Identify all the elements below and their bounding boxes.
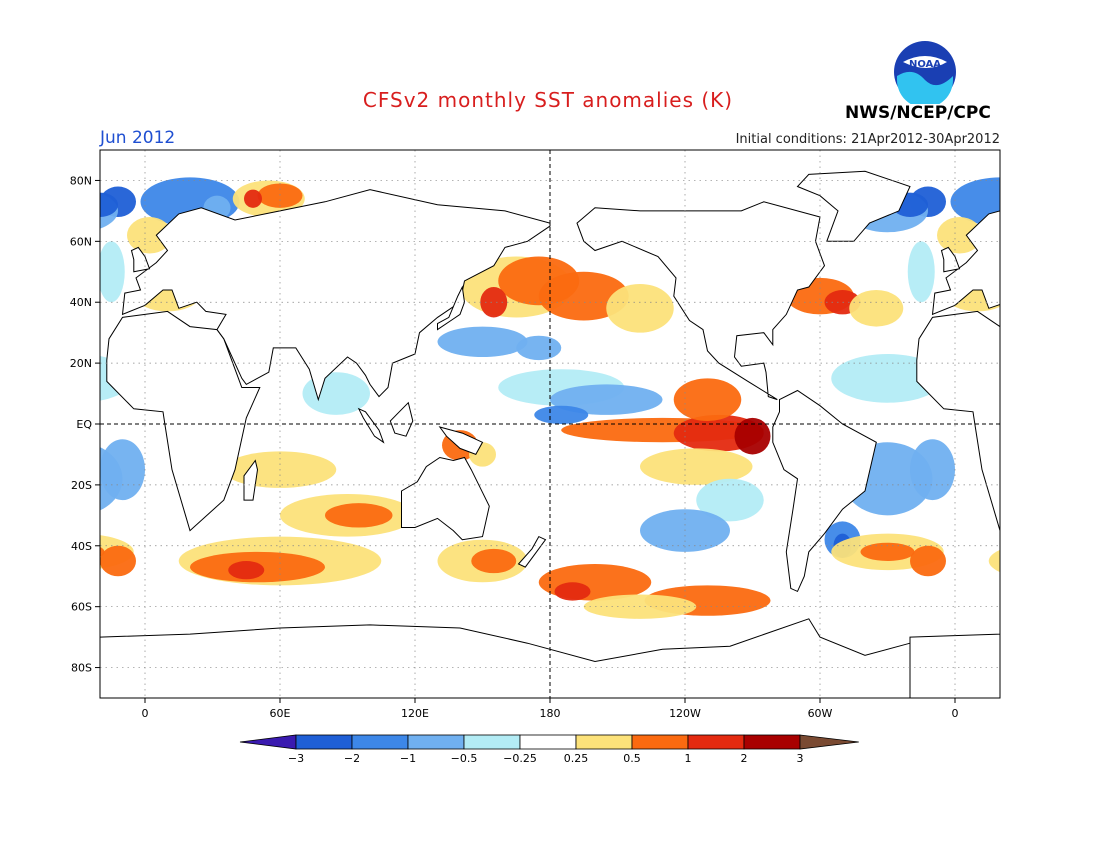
landmass-japan xyxy=(437,285,466,331)
anomaly-patch xyxy=(734,417,771,455)
landmass-eurasia xyxy=(121,189,551,402)
lon-label: 180 xyxy=(540,707,561,720)
lat-label: 80S xyxy=(71,662,92,675)
lat-label: 20S xyxy=(71,479,92,492)
anomaly-patch xyxy=(100,241,125,303)
forecast-month: Jun 2012 xyxy=(100,128,176,148)
lat-label: 60S xyxy=(71,601,92,614)
anomaly-patch xyxy=(100,439,145,501)
colorbar-label: 0.25 xyxy=(564,752,589,765)
landmass-eurasia xyxy=(931,210,1000,316)
landmass-sumatra xyxy=(357,407,385,444)
anomaly-patch xyxy=(554,582,591,601)
colorbar-segment xyxy=(575,734,633,750)
anomaly-patch xyxy=(127,216,172,254)
noaa-logo-icon: NOAA xyxy=(894,41,956,104)
initial-conditions: Initial conditions: 21Apr2012-30Apr2012 xyxy=(735,132,1000,147)
anomaly-patch xyxy=(937,216,982,254)
colorbar-segment xyxy=(407,734,465,750)
anomaly-patch xyxy=(325,503,393,528)
land-layer xyxy=(100,170,1068,698)
colorbar-segment xyxy=(295,734,353,750)
logo-text: NOAA xyxy=(909,59,941,70)
anomaly-patch xyxy=(831,353,944,403)
anomaly-patch xyxy=(534,405,589,424)
colorbar-segment xyxy=(743,734,801,750)
anomaly-patch xyxy=(257,183,303,208)
lon-label: 60W xyxy=(808,707,833,720)
landmass-africa xyxy=(106,310,261,532)
lon-label: 120E xyxy=(401,707,429,720)
anomaly-patch xyxy=(988,549,1000,573)
colorbar-segment xyxy=(519,734,577,750)
colorbar-label: −2 xyxy=(344,752,360,765)
landmass-south-america xyxy=(772,389,877,593)
landmass-new-guinea xyxy=(438,426,484,456)
landmass-borneo xyxy=(389,401,414,437)
colorbar-segment xyxy=(351,734,409,750)
anomaly-patch xyxy=(480,287,508,318)
anomaly-patch xyxy=(910,439,955,501)
anomaly-patch xyxy=(950,177,1000,227)
anomaly-patch xyxy=(606,283,674,333)
lon-label: 60E xyxy=(270,707,291,720)
lat-label: 60N xyxy=(70,235,92,248)
landmass-madagascar xyxy=(1054,461,1068,501)
lon-label: 0 xyxy=(142,707,149,720)
colorbar-label: −0.25 xyxy=(503,752,537,765)
colorbar-segment xyxy=(463,734,521,750)
anomaly-patch xyxy=(696,478,764,522)
landmass-greenland xyxy=(796,170,911,242)
landmass-antarctica xyxy=(100,618,1000,698)
lon-label: 0 xyxy=(952,707,959,720)
anomaly-patch xyxy=(100,545,136,577)
landmass-madagascar xyxy=(243,459,259,501)
colorbar-label: −3 xyxy=(288,752,304,765)
lat-label: 40N xyxy=(70,296,92,309)
anomaly-patch xyxy=(849,290,904,327)
graticule xyxy=(100,150,1000,698)
colorbar-label: 1 xyxy=(685,752,692,765)
landmass-antarctica xyxy=(909,633,1000,698)
anomaly-patch xyxy=(910,545,946,577)
landmass-australia xyxy=(401,456,490,541)
anomaly-patch xyxy=(228,561,265,580)
colorbar-label: 2 xyxy=(741,752,748,765)
anomaly-patch xyxy=(100,192,118,217)
anomaly-layer xyxy=(100,177,1100,619)
landmass-new-zealand xyxy=(517,535,547,568)
landmass-north-america xyxy=(576,201,826,401)
lat-label: 40S xyxy=(71,540,92,553)
anomaly-patch xyxy=(907,241,935,303)
agency-label: NWS/NCEP/CPC xyxy=(845,103,991,123)
lon-label: 120W xyxy=(669,707,701,720)
colorbar-segment xyxy=(239,734,297,750)
colorbar-label: 0.5 xyxy=(623,752,641,765)
colorbar: −3 −2 −1 −0.5 −0.25 0.25 0.5 1 2 3 xyxy=(239,734,859,765)
lat-label: 80N xyxy=(70,174,92,187)
lat-label: EQ xyxy=(76,418,92,431)
anomaly-patch xyxy=(550,384,663,415)
chart-title: CFSv2 monthly SST anomalies (K) xyxy=(362,88,734,112)
colorbar-segment xyxy=(799,734,859,750)
colorbar-label: −0.5 xyxy=(451,752,478,765)
anomaly-patch xyxy=(640,448,753,485)
anomaly-patch xyxy=(437,326,528,358)
colorbar-label: −1 xyxy=(400,752,416,765)
lat-label: 20N xyxy=(70,357,92,370)
anomaly-patch xyxy=(673,378,742,421)
anomaly-patch xyxy=(471,548,517,574)
colorbar-segment xyxy=(687,734,745,750)
anomaly-patch xyxy=(516,335,562,361)
anomaly-patch xyxy=(1000,552,1100,582)
axis-ticks: 0 60E 120E 180 120W 60W 0 80N 60N 40N 20N EQ 20S 40S 6… xyxy=(70,174,959,720)
landmass-africa xyxy=(916,310,1000,532)
anomaly-patch xyxy=(244,189,262,208)
colorbar-label: 3 xyxy=(797,752,804,765)
colorbar-segment xyxy=(631,734,689,750)
anomaly-patch xyxy=(860,542,915,561)
